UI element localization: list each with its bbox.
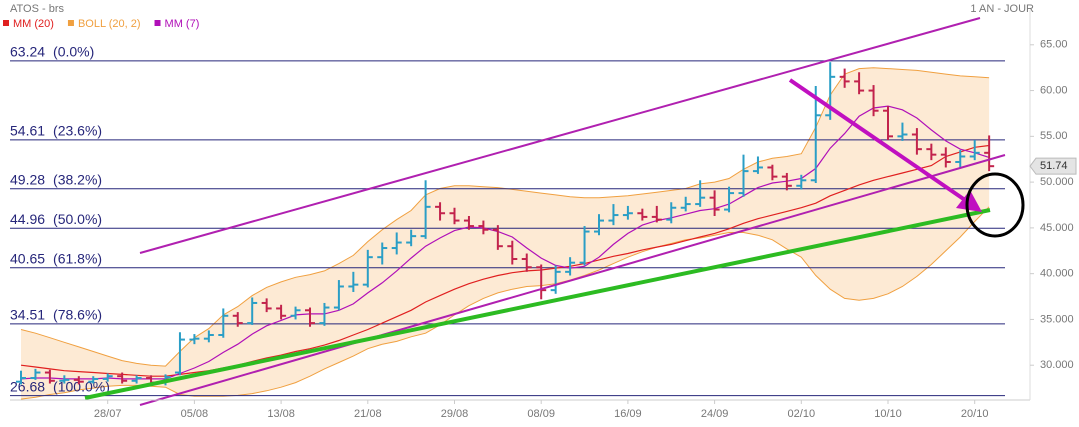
period-label: 1 AN - JOUR	[970, 3, 1034, 15]
x-tick-label: 10/10	[874, 408, 902, 420]
indicator-layer	[20, 105, 990, 380]
legend-entry: MM (20)	[13, 18, 54, 30]
legend: MM (20) BOLL (20, 2) MM (7)	[3, 18, 199, 30]
fib-ratio: (61.8%)	[53, 250, 102, 266]
last-price-box	[1029, 157, 1077, 175]
channel-lower	[139, 154, 1006, 406]
arrow-shaft	[788, 78, 967, 202]
last-price-label: 51.74	[1040, 160, 1068, 172]
y-tick-label: 65.00	[1040, 39, 1068, 51]
fib-price: 40.65	[10, 250, 45, 266]
x-tick-label: 02/10	[788, 408, 816, 420]
highlight-circle	[965, 172, 1025, 238]
y-tick-label: 55.00	[1040, 130, 1068, 142]
x-tick-label: 24/09	[701, 408, 729, 420]
x-tick-label: 20/10	[961, 408, 989, 420]
fib-ratio: (100.0%)	[53, 378, 110, 394]
arrow-head	[956, 190, 982, 212]
legend-swatch	[3, 20, 9, 26]
y-tick-label: 50.000	[1040, 176, 1074, 188]
indicator-line	[20, 144, 990, 377]
fib-price: 54.61	[10, 123, 45, 139]
x-tick-label: 28/07	[94, 408, 122, 420]
chart-title: ATOS - brs	[10, 3, 64, 15]
channel-upper	[139, 17, 981, 254]
y-tick-label: 45.000	[1040, 222, 1074, 234]
x-tick-label: 13/08	[267, 408, 295, 420]
y-tick-label: 30.000	[1040, 359, 1074, 371]
fib-ratio: (0.0%)	[53, 44, 94, 60]
x-tick-label: 08/09	[527, 408, 555, 420]
y-tick-label: 40.000	[1040, 268, 1074, 280]
fib-price: 44.96	[10, 211, 45, 227]
fib-price: 63.24	[10, 44, 45, 60]
fib-ratio: (23.6%)	[53, 123, 102, 139]
indicator-line	[20, 105, 990, 380]
band-lower	[20, 206, 990, 400]
trend-line	[84, 208, 991, 400]
legend-entry: BOLL (20, 2)	[78, 18, 141, 30]
x-tick-label: 29/08	[441, 408, 469, 420]
y-tick-label: 60.00	[1040, 84, 1068, 96]
x-tick-label: 16/09	[614, 408, 642, 420]
fib-ratio: (50.0%)	[53, 211, 102, 227]
band-fill	[21, 67, 990, 400]
fib-price: 34.51	[10, 307, 45, 323]
annotations	[84, 17, 1025, 406]
bar-layer	[16, 62, 995, 386]
fib-ratio: (38.2%)	[53, 171, 102, 187]
y-tick-label: 35.000	[1040, 313, 1074, 325]
legend-swatch	[67, 20, 74, 26]
legend-entry: MM (7)	[165, 18, 200, 30]
x-tick-label: 21/08	[354, 408, 382, 420]
fib-price: 49.28	[10, 171, 45, 187]
fib-ratio: (78.6%)	[53, 307, 102, 323]
x-tick-label: 05/08	[181, 408, 209, 420]
legend-swatch	[154, 20, 161, 26]
fib-layer: 63.24 (0.0%) 54.61 (23.6%) 49.28 (38.2%) 44.96…	[10, 44, 1005, 397]
fib-price: 26.68	[10, 378, 45, 394]
